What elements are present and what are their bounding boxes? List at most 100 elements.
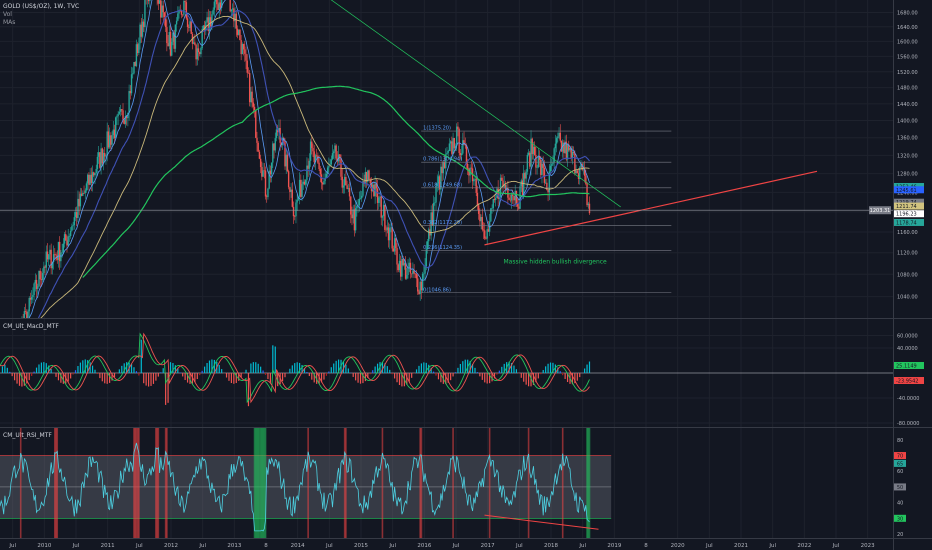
candle-body bbox=[396, 248, 398, 265]
candle-body bbox=[275, 129, 278, 139]
candle-body bbox=[492, 198, 494, 209]
rsi-extreme-bar bbox=[343, 428, 346, 538]
rsi-extreme-bar bbox=[587, 428, 590, 538]
macd-histogram-bar bbox=[389, 369, 391, 373]
candle-body bbox=[484, 230, 486, 239]
macd-histogram-bar bbox=[55, 373, 57, 377]
macd-histogram-bar bbox=[43, 362, 45, 373]
candle-body bbox=[493, 198, 496, 201]
macd-histogram-bar bbox=[337, 359, 340, 373]
macd-histogram-bar bbox=[486, 373, 488, 384]
candle-body bbox=[292, 206, 295, 217]
candle-body bbox=[259, 158, 262, 168]
candle-body bbox=[379, 196, 381, 198]
macd-histogram-bar bbox=[145, 373, 147, 386]
candle-body bbox=[350, 196, 352, 215]
macd-histogram-bar bbox=[471, 364, 474, 373]
macd-histogram-bar bbox=[523, 373, 525, 382]
candle-body bbox=[79, 193, 82, 207]
candle-body bbox=[40, 279, 43, 281]
macd-histogram-bar bbox=[367, 373, 369, 379]
macd-histogram-bar bbox=[123, 363, 125, 373]
candle-body bbox=[561, 142, 564, 152]
macd-histogram-bar bbox=[38, 364, 40, 373]
candle-body bbox=[454, 145, 457, 149]
macd-histogram-bar bbox=[432, 371, 435, 373]
candle-body bbox=[33, 283, 35, 295]
candle-body bbox=[495, 197, 497, 201]
price-value-label: 1196.23 bbox=[896, 212, 917, 218]
candle-body bbox=[509, 199, 512, 201]
candle-body bbox=[418, 291, 420, 295]
candle-body bbox=[89, 174, 91, 185]
candle-body bbox=[248, 73, 251, 103]
candle-body bbox=[294, 216, 296, 217]
candle-body bbox=[169, 31, 172, 56]
candle-body bbox=[481, 217, 484, 230]
rsi-title: CM_Ult_RSI_MTF bbox=[3, 432, 52, 439]
macd-histogram-bar bbox=[532, 373, 535, 385]
macd-histogram-bar bbox=[384, 363, 386, 373]
candle-body bbox=[26, 311, 28, 318]
candle-body bbox=[318, 162, 320, 170]
candle-body bbox=[102, 152, 105, 164]
candle-body bbox=[552, 162, 554, 165]
candle-body bbox=[473, 179, 475, 182]
rsi-extreme-bar bbox=[527, 428, 530, 538]
candle-body bbox=[186, 18, 189, 28]
volume-legend[interactable]: Vol bbox=[3, 11, 12, 18]
candle-body bbox=[437, 176, 440, 184]
macd-histogram-bar bbox=[284, 373, 286, 378]
candle-body bbox=[487, 229, 490, 232]
macd-histogram-bar bbox=[228, 373, 230, 381]
rsi-extreme-bar bbox=[138, 428, 140, 538]
candle-body bbox=[502, 180, 504, 187]
macd-histogram-bar bbox=[530, 373, 532, 387]
candle-body bbox=[345, 176, 347, 186]
candle-body bbox=[380, 196, 382, 218]
macd-histogram-bar bbox=[135, 371, 138, 373]
macd-histogram-bar bbox=[74, 370, 77, 373]
rsi-extreme-bar bbox=[420, 428, 423, 538]
macd-histogram-bar bbox=[6, 367, 8, 373]
candle-body bbox=[503, 184, 505, 187]
x-tick-label: 2010 bbox=[37, 543, 51, 549]
candle-body bbox=[30, 297, 33, 300]
moving-averages-legend[interactable]: MAs bbox=[3, 19, 16, 26]
macd-histogram-bar bbox=[70, 373, 72, 379]
candle-body bbox=[314, 155, 317, 163]
candle-body bbox=[475, 178, 477, 193]
price-value-label: 1211.74 bbox=[896, 204, 917, 210]
candle-body bbox=[536, 167, 538, 168]
candle-body bbox=[519, 186, 521, 209]
rsi-line bbox=[0, 442, 590, 532]
candle-body bbox=[440, 166, 442, 190]
candle-body bbox=[342, 185, 345, 188]
candle-body bbox=[339, 154, 341, 159]
candle-body bbox=[257, 142, 259, 152]
macd-histogram-bar bbox=[250, 363, 252, 373]
macd-histogram-bar bbox=[225, 373, 228, 378]
candle-body bbox=[90, 174, 93, 183]
macd-histogram-bar bbox=[118, 369, 120, 373]
candle-body bbox=[41, 273, 44, 281]
candle-body bbox=[168, 31, 170, 47]
candle-body bbox=[239, 29, 241, 41]
candle-body bbox=[38, 270, 40, 287]
candle-body bbox=[138, 43, 140, 54]
candle-body bbox=[85, 183, 88, 191]
macd-histogram-bar bbox=[274, 346, 276, 373]
candle-body bbox=[242, 44, 245, 50]
price-tick-label: 1040.00 bbox=[897, 295, 918, 301]
candle-body bbox=[527, 152, 530, 155]
rsi-extreme-bar bbox=[488, 428, 491, 538]
macd-histogram-bar bbox=[566, 373, 569, 383]
candle-body bbox=[61, 252, 63, 253]
candle-body bbox=[305, 179, 307, 185]
candle-body bbox=[477, 205, 480, 214]
x-tick-label: 2023 bbox=[861, 543, 875, 549]
candle-body bbox=[34, 279, 37, 284]
macd-histogram-bar bbox=[527, 373, 530, 387]
macd-histogram-bar bbox=[138, 373, 140, 376]
